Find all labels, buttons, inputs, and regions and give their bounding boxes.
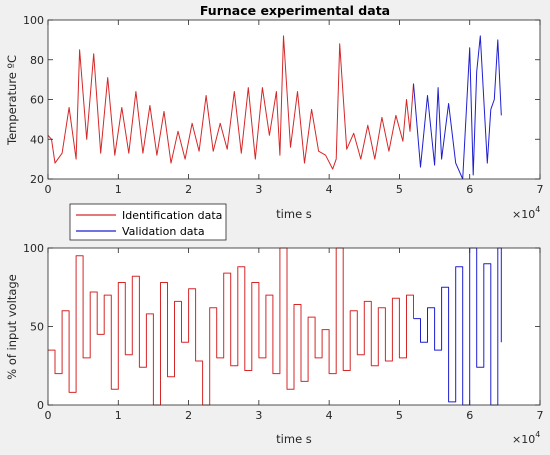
voltage-series-identification <box>48 247 414 406</box>
voltage-ylabel: % of input voltage <box>5 274 19 380</box>
temperature-series-identification <box>47 35 414 170</box>
temperature-series-validation <box>413 35 502 180</box>
temperature-ytick-label: 100 <box>23 14 44 27</box>
temperature-xtick-label: 6 <box>466 183 473 196</box>
legend-label-identification: Identification data <box>122 209 222 222</box>
temperature-xlabel: time s <box>276 207 312 221</box>
voltage-xlabel: time s <box>276 432 312 446</box>
voltage-ytick-label: 0 <box>37 399 44 412</box>
temperature-xtick-label: 4 <box>326 183 333 196</box>
voltage-xtick-label: 6 <box>466 409 473 422</box>
temperature-ytick-label: 40 <box>30 133 44 146</box>
temperature-ytick-label: 80 <box>30 54 44 67</box>
voltage-xtick-label: 5 <box>396 409 403 422</box>
voltage-xtick-label: 1 <box>115 409 122 422</box>
temperature-ytick-label: 60 <box>30 94 44 107</box>
legend-label-validation: Validation data <box>122 225 205 238</box>
voltage-ytick-label: 50 <box>30 321 44 334</box>
temperature-ylabel: Temperature ºC <box>5 55 19 146</box>
voltage-xtick-label: 7 <box>537 409 544 422</box>
legend-box <box>69 203 227 241</box>
voltage-ytick-label: 100 <box>23 242 44 255</box>
voltage-xtick-label: 4 <box>326 409 333 422</box>
temperature-axes: 0 1 2 3 4 5 6 7 20 40 60 80 100 <box>23 14 544 196</box>
voltage-series-validation <box>413 247 502 406</box>
temperature-xtick-label: 7 <box>537 183 544 196</box>
temperature-xtick-label: 5 <box>396 183 403 196</box>
voltage-xtick-label: 2 <box>185 409 192 422</box>
temperature-ytick-label: 20 <box>30 173 44 186</box>
temperature-x-exponent: ×104 <box>512 205 540 221</box>
temperature-xtick-label: 1 <box>115 183 122 196</box>
temperature-plot-area <box>48 20 540 179</box>
voltage-x-exponent: ×104 <box>512 430 540 446</box>
legend: Identification data Validation data <box>69 203 227 241</box>
voltage-axes: 0 1 2 3 4 5 6 7 0 50 100 <box>23 242 544 422</box>
voltage-xtick-label: 3 <box>255 409 262 422</box>
temperature-xtick-label: 3 <box>255 183 262 196</box>
temperature-xtick-label: 0 <box>45 183 52 196</box>
temperature-xtick-label: 2 <box>185 183 192 196</box>
voltage-xtick-label: 0 <box>45 409 52 422</box>
chart-title: Furnace experimental data <box>200 3 390 18</box>
